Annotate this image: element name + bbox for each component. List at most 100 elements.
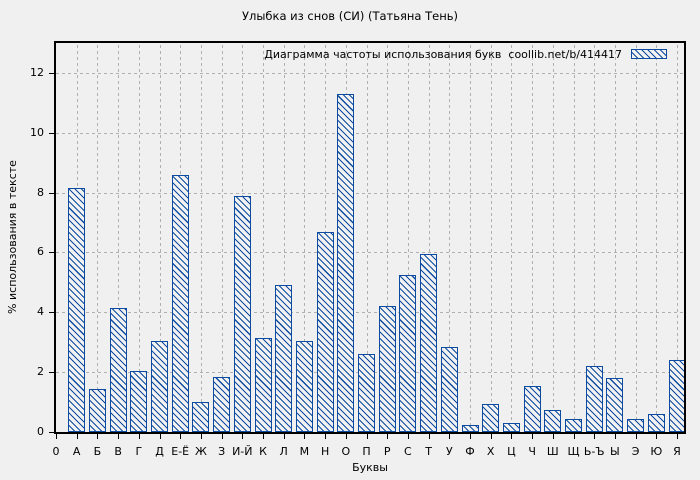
- bar-Ы: [606, 378, 624, 432]
- gridline-v: [387, 43, 389, 432]
- gridline-v: [594, 43, 596, 432]
- plot-area: Диаграмма частоты использования букв coo…: [54, 41, 686, 434]
- x-tick-label: Ю: [650, 445, 663, 458]
- gridline-v: [532, 43, 534, 432]
- x-tick-mark: [304, 434, 306, 439]
- x-tick-mark: [263, 434, 264, 439]
- x-tick-mark: [635, 434, 637, 439]
- x-tick-label: Б: [93, 445, 102, 458]
- bar-Л: [275, 285, 293, 432]
- x-tick-label: З: [218, 445, 226, 458]
- x-tick-label: Э: [631, 445, 640, 458]
- x-tick-mark: [221, 434, 223, 439]
- x-tick-label: Р: [383, 445, 391, 458]
- x-tick-label: А: [72, 445, 81, 458]
- gridline-v: [490, 43, 492, 432]
- legend-label: Диаграмма частоты использования букв coo…: [264, 47, 622, 61]
- x-tick-mark: [428, 434, 430, 439]
- x-tick-label: Л: [279, 445, 288, 458]
- bar-Г: [130, 370, 148, 432]
- x-tick-label: К: [259, 445, 267, 458]
- gridline-v: [366, 43, 368, 432]
- x-tick-label: Я: [673, 445, 681, 458]
- y-tick-label: 2: [37, 365, 44, 379]
- x-tick-label: С: [404, 445, 412, 458]
- y-tick-mark: [49, 192, 54, 194]
- bar-Т: [420, 253, 438, 432]
- x-tick-mark: [76, 434, 78, 439]
- x-tick-mark: [449, 434, 451, 439]
- gridline-h: [56, 192, 684, 194]
- gridline-v: [428, 43, 430, 432]
- gridline-v: [221, 43, 223, 432]
- gridline-h: [56, 72, 684, 74]
- gridline-v: [407, 43, 409, 432]
- gridline-v: [304, 43, 306, 432]
- y-tick-label: 12: [30, 65, 44, 79]
- x-tick-mark: [407, 434, 409, 439]
- gridline-h: [56, 132, 684, 134]
- legend-swatch-icon: [631, 49, 667, 59]
- x-tick-mark: [345, 434, 347, 439]
- gridline-v: [656, 43, 658, 432]
- x-tick-mark: [118, 434, 120, 439]
- gridline-v: [449, 43, 451, 432]
- x-tick-mark: [283, 434, 285, 439]
- x-tick-mark: [532, 434, 534, 439]
- x-tick-mark: [56, 434, 57, 439]
- gridline-v: [97, 43, 99, 432]
- x-tick-label: Ш: [546, 445, 559, 458]
- x-tick-label: М: [299, 445, 310, 458]
- x-tick-mark: [242, 434, 244, 439]
- x-tick-label: Г: [135, 445, 143, 458]
- bar-Ь-Ъ: [585, 366, 603, 432]
- bar-П: [358, 354, 375, 432]
- x-tick-label: П: [362, 445, 371, 458]
- bar-Щ: [565, 418, 582, 432]
- x-tick-label: В: [114, 445, 122, 458]
- x-tick-label: Е-Ё: [171, 445, 190, 458]
- x-tick-label: Ж: [194, 445, 207, 458]
- bar-Ц: [502, 423, 520, 432]
- x-tick-label: Ь-Ъ: [583, 445, 605, 458]
- y-tick-mark: [49, 252, 54, 254]
- x-tick-mark: [159, 434, 161, 439]
- gridline-v: [159, 43, 161, 432]
- chart-title: Улыбка из снов (СИ) (Татьяна Тень): [241, 9, 459, 23]
- x-tick-label: 0: [52, 445, 60, 458]
- y-tick-label: 0: [37, 425, 44, 438]
- x-tick-mark: [200, 434, 202, 439]
- bar-Х: [482, 403, 500, 432]
- y-tick-label: 4: [37, 305, 44, 319]
- y-tick-label: 6: [37, 245, 44, 259]
- y-tick-label: 10: [30, 125, 44, 139]
- x-tick-mark: [656, 434, 658, 439]
- bar-З: [213, 376, 231, 432]
- legend: Диаграмма частоты использования букв coo…: [264, 47, 667, 61]
- bar-Ю: [647, 414, 665, 432]
- gridline-v: [138, 43, 140, 432]
- x-tick-mark: [97, 434, 99, 439]
- bar-К: [254, 337, 272, 432]
- gridline-h: [56, 312, 684, 314]
- x-tick-label: Х: [486, 445, 495, 458]
- gridline-v: [511, 43, 513, 432]
- y-tick-label: 8: [37, 185, 44, 199]
- x-tick-mark: [511, 434, 513, 439]
- y-tick-mark: [49, 72, 54, 74]
- x-tick-mark: [138, 434, 140, 439]
- x-tick-mark: [552, 434, 554, 439]
- y-tick-mark: [49, 312, 54, 314]
- x-tick-mark: [594, 434, 596, 439]
- bar-Ш: [544, 409, 562, 432]
- x-tick-label: Д: [155, 445, 164, 458]
- gridline-v: [263, 43, 264, 432]
- bar-Э: [627, 418, 645, 432]
- x-tick-label: Щ: [567, 445, 580, 458]
- bar-Ж: [192, 402, 210, 432]
- bar-Е-Ё: [171, 174, 189, 432]
- bar-Ч: [523, 385, 541, 432]
- x-tick-label: О: [341, 445, 351, 458]
- bar-И-Й: [233, 195, 251, 432]
